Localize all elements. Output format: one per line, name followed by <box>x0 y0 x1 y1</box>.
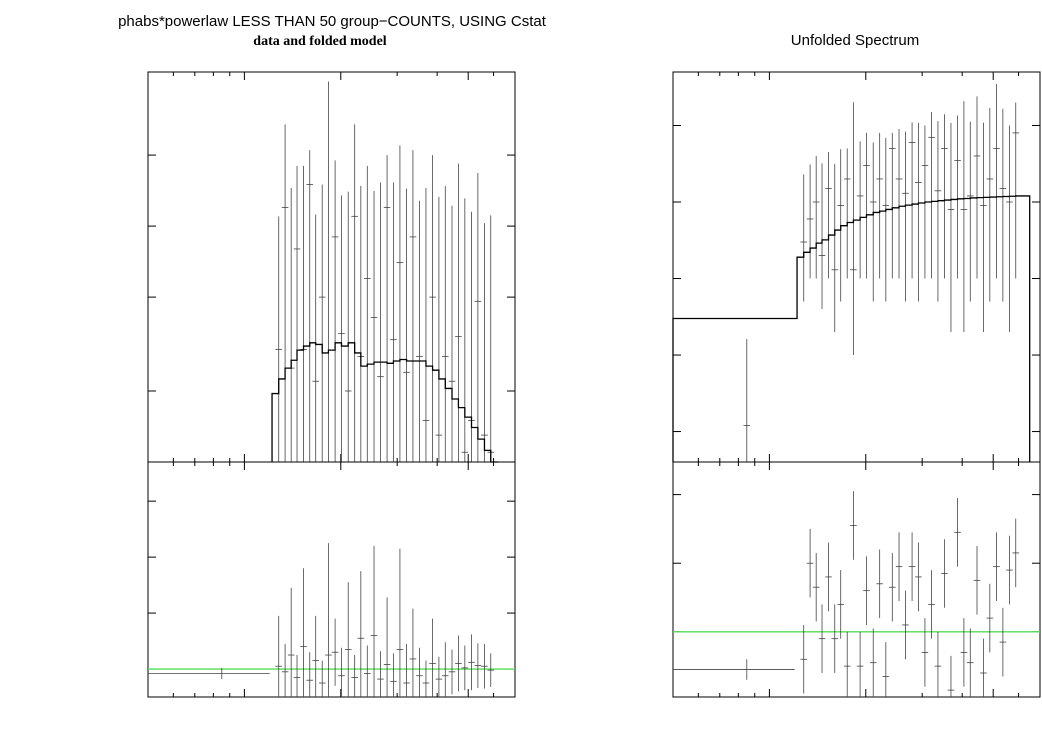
right-main-title: Unfolded Spectrum <box>791 32 919 49</box>
left-bottom-panel <box>147 461 516 698</box>
model-line <box>672 195 1031 462</box>
plot-frame <box>147 461 516 698</box>
plot-frame <box>672 461 1041 698</box>
right-top-panel <box>672 71 1041 463</box>
left-main-title: phabs*powerlaw LESS THAN 50 group−COUNTS… <box>118 13 547 30</box>
plot-frame <box>672 71 1041 463</box>
plot-frame <box>147 71 516 463</box>
model-line <box>271 342 499 463</box>
left-sub-title: data and folded model <box>253 34 387 49</box>
left-top-panel <box>147 71 516 463</box>
right-bottom-panel <box>672 461 1041 698</box>
